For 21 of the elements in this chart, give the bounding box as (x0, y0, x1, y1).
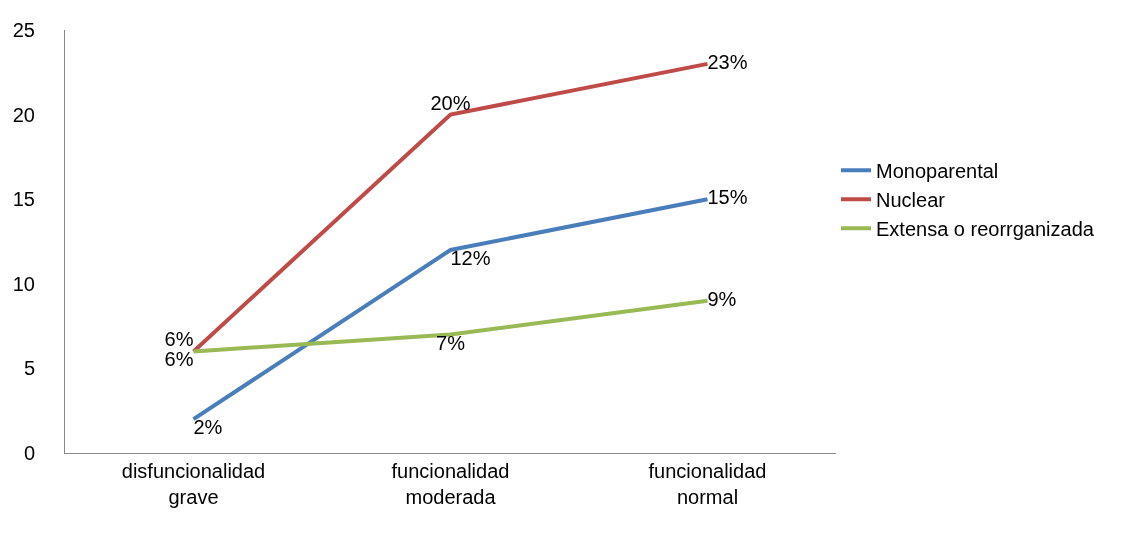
y-tick-label: 15 (12, 188, 35, 211)
data-label: 2% (193, 416, 223, 439)
y-tick-label: 20 (12, 103, 35, 126)
y-tick-label: 10 (12, 272, 35, 295)
y-tick-label: 25 (12, 19, 35, 41)
legend-label: Nuclear (876, 189, 946, 211)
x-tick-label: funcionalidad moderada (391, 460, 510, 508)
x-tick-label: disfuncionalidad grave (121, 460, 266, 508)
data-label: 7% (436, 331, 466, 354)
x-tick-label: funcionalidad normal (648, 460, 767, 508)
legend-label: Extensa o reorrganizada (876, 218, 1095, 240)
data-label: 20% (430, 91, 471, 114)
data-label: 15% (707, 186, 748, 209)
data-label: 12% (450, 246, 491, 269)
y-tick-label: 0 (23, 442, 35, 464)
legend-label: Monoparental (876, 160, 999, 182)
data-label: 6% (164, 348, 194, 371)
data-label: 23% (707, 50, 748, 73)
data-label: 9% (707, 287, 737, 310)
y-tick-label: 5 (23, 357, 35, 380)
data-label: 6% (164, 328, 194, 351)
